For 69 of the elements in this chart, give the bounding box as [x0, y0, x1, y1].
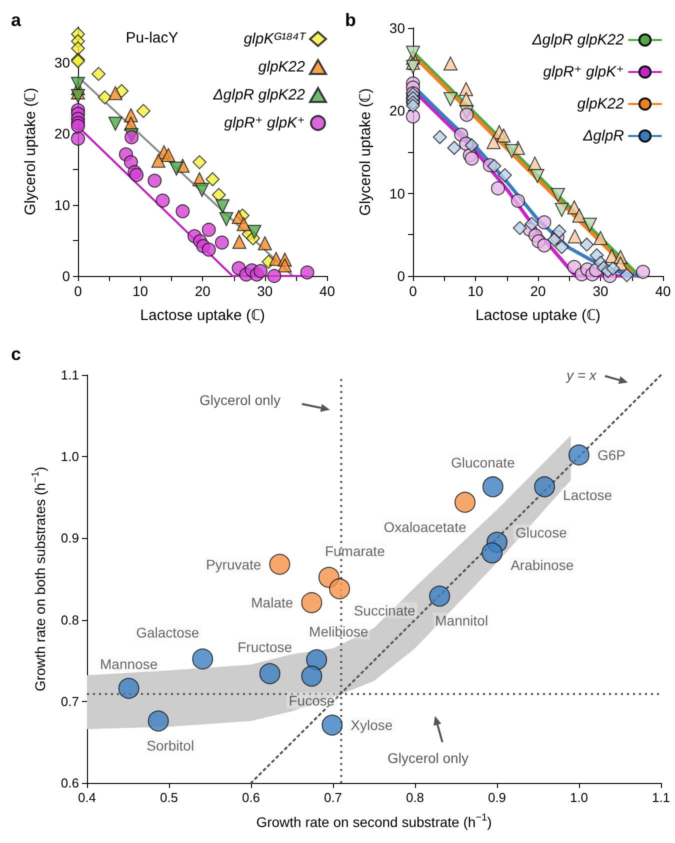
legend-label: glpKᴳ¹⁸⁴ᵀ [244, 30, 308, 48]
y-tick-label: 20 [389, 102, 406, 119]
x-axis-title: Lactose uptake (ℂ) [140, 307, 266, 324]
y-tick-label: 0.6 [60, 776, 79, 790]
data-label: Fumarate [324, 542, 386, 559]
x-tick-label: 0.8 [406, 790, 424, 805]
data-label: Sorbitol [146, 737, 194, 754]
x-tick-label: 40 [319, 283, 336, 299]
legend-label: ΔglpR [582, 128, 624, 144]
annotation: Glycerol only [388, 750, 468, 766]
y-tick-label: 0.7 [60, 694, 79, 709]
chart-title: b [345, 10, 356, 30]
x-tick-label: 0 [409, 283, 418, 299]
data-label: Succinate [354, 602, 416, 618]
y-tick-label: 0 [397, 268, 406, 284]
y-tick-label: 10 [389, 185, 406, 202]
data-label: Fucose [288, 692, 335, 709]
data-label: Galactose [136, 624, 200, 640]
data-label: Oxaloacetate [384, 518, 466, 535]
data-label: Malate [251, 594, 294, 611]
x-tick-label: 30 [257, 283, 273, 299]
data-label: Mannitol [435, 612, 488, 629]
x-tick-label: 1.1 [652, 790, 670, 805]
x-tick-label: 40 [655, 283, 671, 299]
annotation: Glycerol only [200, 392, 280, 408]
legend-label: glpR⁺ glpK⁺ [543, 64, 624, 80]
y-axis-title: Growth rate on both substrates (h−1) [30, 466, 48, 692]
chart-title: c [11, 344, 22, 364]
y-tick-label: 10 [54, 196, 70, 213]
data-label: Xylose [350, 717, 393, 734]
legend-label: y = x [566, 367, 596, 383]
x-tick-label: 0.4 [78, 790, 96, 805]
data-label: Pyruvate [206, 556, 262, 572]
y-tick-label: 1.0 [60, 449, 79, 464]
legend-label: glpR⁺ glpK⁺ [224, 114, 305, 132]
legend-label: glpK22 [577, 96, 625, 112]
data-label: Arabinose [510, 556, 574, 573]
data-label: G6P [598, 446, 626, 463]
y-tick-label: 30 [54, 54, 70, 71]
y-axis-title: Glycerol uptake (ℂ) [22, 88, 39, 216]
x-tick-label: 0.7 [324, 790, 342, 805]
y-axis-title: Glycerol uptake (ℂ) [357, 88, 374, 216]
y-tick-label: 0 [62, 268, 70, 284]
y-tick-label: 20 [54, 126, 70, 142]
x-tick-label: 1.0 [570, 790, 588, 805]
x-tick-label: 0.6 [242, 790, 260, 805]
x-tick-label: 0.5 [160, 790, 178, 805]
x-tick-label: 30 [592, 283, 608, 299]
annotation: Pu-lacY [126, 30, 178, 46]
y-tick-label: 30 [389, 20, 406, 36]
data-label: Lactose [563, 486, 612, 503]
data-label: Glucose [516, 524, 568, 540]
data-label: Gluconate [450, 454, 516, 470]
x-tick-label: 0.9 [488, 790, 506, 805]
legend-label: glpK22 [258, 58, 306, 76]
chart-title: a [11, 10, 22, 30]
x-tick-label: 10 [468, 283, 484, 299]
y-tick-label: 0.9 [60, 530, 79, 546]
x-tick-label: 20 [194, 283, 211, 299]
x-tick-label: 20 [530, 283, 546, 299]
data-label: Fructose [238, 639, 292, 656]
legend-label: ΔglpR glpK22 [531, 32, 625, 48]
data-label: Mannose [100, 656, 158, 672]
x-tick-label: 10 [132, 283, 148, 299]
data-label: Melibiose [309, 623, 368, 640]
y-tick-label: 1.1 [60, 368, 79, 382]
x-axis-title: Lactose uptake (ℂ) [476, 307, 600, 324]
y-tick-label: 0.8 [60, 612, 79, 628]
legend-label: ΔglpR glpK22 [212, 86, 306, 104]
